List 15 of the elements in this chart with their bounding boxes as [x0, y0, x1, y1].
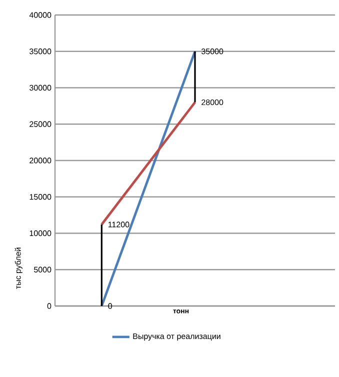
annotation: 28000 — [202, 99, 224, 106]
legend-label: Выручка от реализации — [133, 333, 220, 341]
y-tick-label: 20000 — [30, 158, 52, 164]
y-tick-label: 25000 — [30, 121, 52, 127]
y-axis-title: тыс рублей — [14, 248, 22, 289]
annotation: 35000 — [201, 48, 224, 54]
y-tick-label: 35000 — [30, 48, 52, 54]
annotation: 0 — [108, 303, 112, 309]
y-tick-label: 5000 — [34, 266, 52, 272]
y-tick-label: 10000 — [30, 230, 52, 236]
annotation: 11200 — [108, 222, 130, 228]
y-tick-label: 0 — [47, 303, 52, 309]
y-tick-label: 15000 — [30, 194, 52, 200]
y-tick-label: 40000 — [29, 12, 52, 18]
y-tick-label: 30000 — [30, 84, 52, 91]
